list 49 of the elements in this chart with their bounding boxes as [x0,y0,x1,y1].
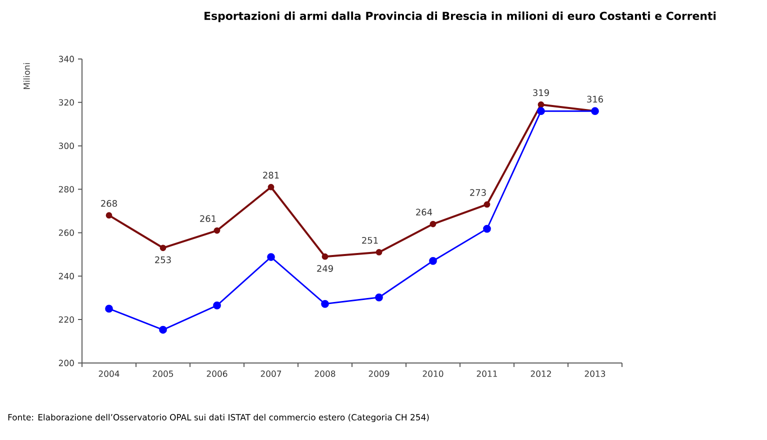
x-tick-label: 2004 [98,370,120,377]
y-tick-label: 300 [58,142,74,150]
x-tick-label: 2005 [152,370,174,377]
point [159,326,167,334]
point [322,253,328,260]
point [375,293,383,302]
point [214,227,220,234]
point [484,201,490,208]
x-tick-label: 2008 [314,370,336,377]
chart-title: Esportazioni di armi dalla Provincia di Brescia in milioni di euro Costanti e Correnti [204,12,716,22]
y-axis-title: Milioni [23,63,30,89]
data-label: 281 [263,172,279,179]
data-label: 253 [155,256,171,264]
data-label: 249 [317,265,333,272]
point [213,302,221,310]
y-tick-label: 260 [58,230,74,236]
x-tick-label: 2006 [206,370,228,377]
y-tick-label: 320 [58,99,74,106]
x-tick-label: 2009 [368,370,390,377]
point [267,253,275,261]
y-tick-label: 240 [58,272,74,280]
data-label: 319 [533,89,549,96]
data-label: 273 [470,189,486,196]
data-label: 316 [587,96,603,103]
x-tick-label: 2010 [422,370,444,377]
point [537,107,545,116]
x-tick-label: 2013 [584,370,606,377]
y-tick-label: 200 [58,360,74,366]
data-label: 264 [416,208,432,216]
point [538,101,544,108]
point [105,304,113,313]
y-tick-label: 340 [58,56,74,62]
data-label: 268 [101,200,117,207]
y-tick-label: 280 [58,186,74,192]
point [483,224,491,233]
x-tick-label: 2007 [260,370,282,377]
point [376,249,382,256]
data-label: 251 [362,236,378,244]
point [268,184,274,190]
x-tick-label: 2012 [530,370,551,377]
point [160,244,166,252]
data-label: 261 [200,215,216,222]
point [321,300,329,308]
point [106,212,112,219]
source-note: Fonte: Elaborazione dell’Osservatorio OPAL sui dati ISTAT del commercio estero (Categoria CH 254) [8,414,429,422]
point [430,220,436,228]
y-tick-label: 220 [58,316,74,323]
point [429,256,437,265]
x-tick-label: 2011 [476,370,497,377]
